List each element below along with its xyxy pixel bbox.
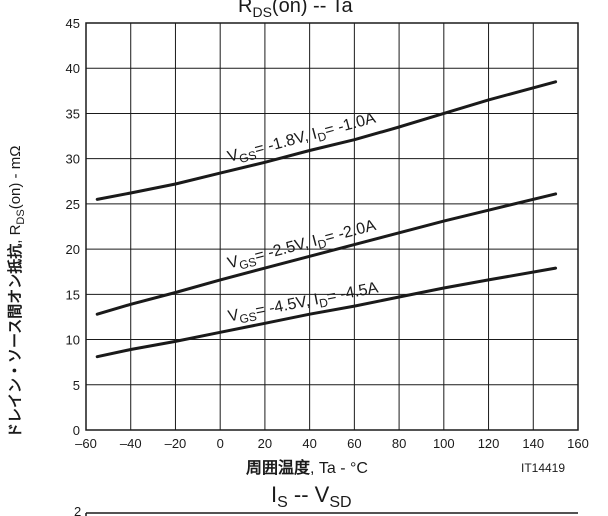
y-tick-label: 35 <box>66 106 80 121</box>
series-line <box>95 266 558 359</box>
y-tick-label: 0 <box>73 423 80 438</box>
axes <box>85 22 579 431</box>
x-tick-label: 120 <box>478 436 500 451</box>
x-tick-label: 40 <box>302 436 316 451</box>
y-tick-label: 30 <box>66 152 80 167</box>
x-tick-label: –20 <box>165 436 187 451</box>
series <box>95 80 558 359</box>
x-tick-label: 20 <box>258 436 272 451</box>
x-tick-label: 80 <box>392 436 406 451</box>
y-axis-label: ドレイン・ソース間オン抵抗, RDS(on) - mΩ <box>6 146 27 438</box>
x-tick-label: 100 <box>433 436 455 451</box>
y-tick-label: 25 <box>66 197 80 212</box>
chart-title: RDS(on) -- Ta <box>238 0 354 20</box>
next-chart-first-tick: 2 <box>74 504 81 516</box>
y-tick-label: 40 <box>66 61 80 76</box>
y-tick-label: 20 <box>66 242 80 257</box>
y-tick-label: 45 <box>66 16 80 31</box>
tick-labels: –60 –40 –20 0 20 40 60 80 100 120 140 160 0 5 10 15 20 25… <box>66 16 589 451</box>
y-tick-label: 10 <box>66 333 80 348</box>
series-line <box>95 192 558 316</box>
series-label: VGS= -4.5V, ID= -4.5A <box>227 279 381 328</box>
x-tick-label: 140 <box>522 436 544 451</box>
plot-frame <box>85 22 579 431</box>
y-tick-label: 5 <box>73 378 80 393</box>
x-tick-label: 60 <box>347 436 361 451</box>
x-axis-label: 周囲温度, Ta - °C <box>246 458 368 477</box>
grid <box>86 23 578 430</box>
series-line <box>95 80 558 201</box>
series-label: VGS= -2.5V, ID= -2.0A <box>226 217 379 275</box>
next-chart-title: IS -- VSD <box>271 482 352 511</box>
x-tick-label: 160 <box>567 436 589 451</box>
figure-id: IT14419 <box>521 461 565 475</box>
y-tick-label: 15 <box>66 287 80 302</box>
x-tick-label: –40 <box>120 436 142 451</box>
x-tick-label: –60 <box>75 436 97 451</box>
x-tick-label: 0 <box>217 436 224 451</box>
